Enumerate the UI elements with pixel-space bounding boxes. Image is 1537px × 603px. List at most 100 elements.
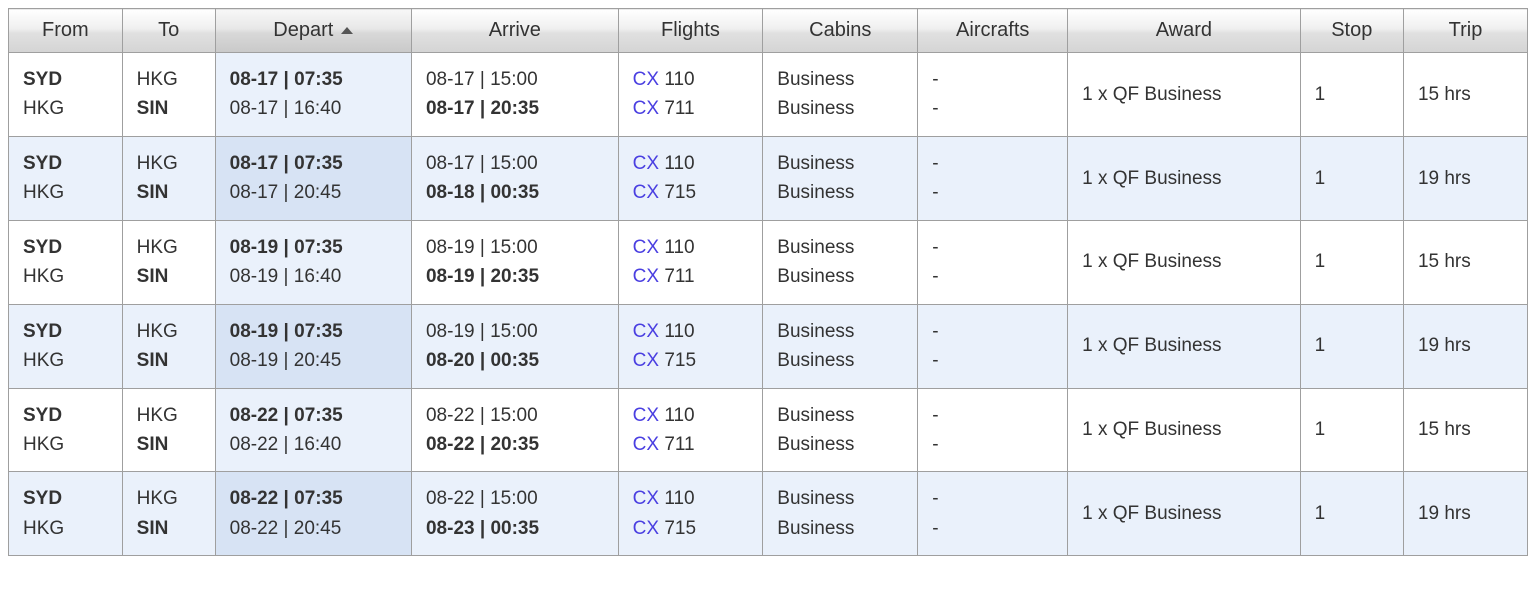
cell-trip: 15 hrs xyxy=(1403,220,1527,304)
flight-number: 715 xyxy=(664,518,696,539)
depart-date: 08-22 xyxy=(230,518,279,539)
cell-from: SYDHKG xyxy=(9,53,123,137)
arrive-date: 08-19 xyxy=(426,266,475,287)
flight-number: 110 xyxy=(664,153,694,174)
depart-line: 08-19 | 07:35 xyxy=(230,317,397,346)
arrive-line: 08-18 | 00:35 xyxy=(426,178,604,207)
depart-time: 16:40 xyxy=(294,98,342,119)
arrive-time: 00:35 xyxy=(490,518,539,539)
airline-code[interactable]: CX xyxy=(633,69,659,90)
column-header-award[interactable]: Award xyxy=(1068,9,1301,53)
table-row[interactable]: SYDHKGHKGSIN08-17 | 07:3508-17 | 20:4508… xyxy=(9,136,1528,220)
arrive-date: 08-19 xyxy=(426,237,475,258)
stop-count: 1 xyxy=(1315,168,1326,189)
cabin-line: Business xyxy=(777,401,903,430)
airline-code[interactable]: CX xyxy=(633,153,659,174)
cabin-class: Business xyxy=(777,350,854,371)
column-header-from[interactable]: From xyxy=(9,9,123,53)
from-line: HKG xyxy=(23,94,108,123)
airline-code[interactable]: CX xyxy=(633,518,659,539)
cell-award: 1 x QF Business xyxy=(1068,220,1301,304)
to-code: SIN xyxy=(137,434,169,455)
column-header-cabins[interactable]: Cabins xyxy=(763,9,918,53)
separator: | xyxy=(278,488,294,509)
cabin-line: Business xyxy=(777,233,903,262)
depart-line: 08-17 | 07:35 xyxy=(230,149,397,178)
to-code: SIN xyxy=(137,98,169,119)
column-header-to[interactable]: To xyxy=(122,9,215,53)
airline-code[interactable]: CX xyxy=(633,266,659,287)
from-line: SYD xyxy=(23,484,108,513)
column-header-arrive[interactable]: Arrive xyxy=(411,9,618,53)
cell-aircrafts: -- xyxy=(918,304,1068,388)
table-row[interactable]: SYDHKGHKGSIN08-17 | 07:3508-17 | 16:4008… xyxy=(9,53,1528,137)
depart-time: 20:45 xyxy=(294,182,342,203)
cabin-class: Business xyxy=(777,488,854,509)
aircraft-type: - xyxy=(932,182,938,203)
arrive-line: 08-20 | 00:35 xyxy=(426,346,604,375)
cabin-line: Business xyxy=(777,317,903,346)
table-row[interactable]: SYDHKGHKGSIN08-22 | 07:3508-22 | 16:4008… xyxy=(9,388,1528,472)
cabin-class: Business xyxy=(777,321,854,342)
depart-date: 08-22 xyxy=(230,488,279,509)
sort-asc-icon xyxy=(341,27,353,34)
column-header-flights[interactable]: Flights xyxy=(618,9,763,53)
arrive-date: 08-22 xyxy=(426,405,475,426)
arrive-date: 08-18 xyxy=(426,182,475,203)
table-row[interactable]: SYDHKGHKGSIN08-19 | 07:3508-19 | 16:4008… xyxy=(9,220,1528,304)
column-header-stop[interactable]: Stop xyxy=(1300,9,1403,53)
to-line: SIN xyxy=(137,262,201,291)
flight-line: CX 110 xyxy=(633,317,749,346)
aircraft-type: - xyxy=(932,153,938,174)
airline-code[interactable]: CX xyxy=(633,434,659,455)
depart-line: 08-19 | 20:45 xyxy=(230,346,397,375)
column-header-depart[interactable]: Depart xyxy=(215,9,411,53)
separator: | xyxy=(278,266,294,287)
to-code: HKG xyxy=(137,153,178,174)
arrive-time: 00:35 xyxy=(490,182,539,203)
aircraft-line: - xyxy=(932,65,1053,94)
airline-code[interactable]: CX xyxy=(633,321,659,342)
cabin-class: Business xyxy=(777,182,854,203)
column-header-trip[interactable]: Trip xyxy=(1403,9,1527,53)
arrive-date: 08-20 xyxy=(426,350,475,371)
depart-time: 07:35 xyxy=(294,321,343,342)
separator: | xyxy=(475,182,491,203)
airline-code[interactable]: CX xyxy=(633,488,659,509)
arrive-time: 20:35 xyxy=(490,266,539,287)
depart-date: 08-22 xyxy=(230,405,279,426)
cell-cabins: Business Business xyxy=(763,220,918,304)
table-row[interactable]: SYDHKGHKGSIN08-19 | 07:3508-19 | 20:4508… xyxy=(9,304,1528,388)
depart-line: 08-19 | 16:40 xyxy=(230,262,397,291)
to-line: HKG xyxy=(137,401,201,430)
separator: | xyxy=(475,518,491,539)
from-line: HKG xyxy=(23,178,108,207)
cabin-line: Business xyxy=(777,262,903,291)
depart-line: 08-19 | 07:35 xyxy=(230,233,397,262)
cell-cabins: BusinessBusiness xyxy=(763,136,918,220)
cell-arrive: 08-22 | 15:0008-23 | 00:35 xyxy=(411,472,618,556)
airline-code[interactable]: CX xyxy=(633,98,659,119)
cabin-class: Business xyxy=(777,98,854,119)
trip-duration: 15 hrs xyxy=(1418,251,1471,272)
award-text: 1 x QF Business xyxy=(1082,84,1221,105)
depart-date: 08-19 xyxy=(230,350,279,371)
cabin-class: Business xyxy=(777,518,854,539)
cell-flights: CX 110CX 715 xyxy=(618,304,763,388)
column-header-aircrafts[interactable]: Aircrafts xyxy=(918,9,1068,53)
depart-time: 07:35 xyxy=(294,488,343,509)
airline-code[interactable]: CX xyxy=(633,237,659,258)
cabin-class: Business xyxy=(777,266,854,287)
arrive-date: 08-23 xyxy=(426,518,475,539)
separator: | xyxy=(475,98,491,119)
airline-code[interactable]: CX xyxy=(633,350,659,371)
cell-to: HKGSIN xyxy=(122,304,215,388)
cell-from: SYDHKG xyxy=(9,220,123,304)
separator: | xyxy=(278,153,294,174)
arrive-date: 08-17 xyxy=(426,153,475,174)
arrive-date: 08-17 xyxy=(426,98,475,119)
airline-code[interactable]: CX xyxy=(633,405,659,426)
cabin-line: Business xyxy=(777,94,903,123)
airline-code[interactable]: CX xyxy=(633,182,659,203)
table-row[interactable]: SYDHKGHKGSIN08-22 | 07:3508-22 | 20:4508… xyxy=(9,472,1528,556)
